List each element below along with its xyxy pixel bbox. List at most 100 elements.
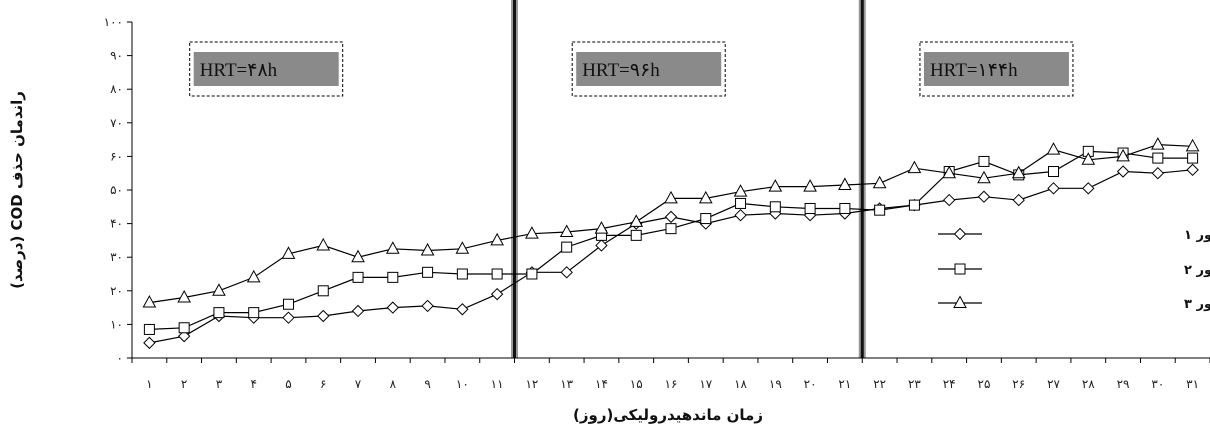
data-point: [213, 307, 225, 319]
x-tick-label: ۱۶: [665, 377, 678, 391]
data-point: [455, 241, 470, 254]
data-point: [734, 208, 747, 222]
data-point: [1151, 166, 1165, 180]
x-tick-label: ۱۰: [456, 377, 469, 391]
data-point: [352, 271, 364, 283]
legend-label: درصد کارایی راکتور ۱: [1184, 228, 1210, 243]
data-point: [526, 268, 538, 280]
x-tick-label: ۲۸: [1082, 377, 1095, 391]
hrt-label-frame: [571, 41, 726, 97]
x-tick-label: ۲۷: [1047, 377, 1060, 391]
x-tick-label: ۲۳: [908, 377, 921, 391]
data-point: [1186, 163, 1199, 177]
x-tick-label: ۷: [355, 377, 362, 391]
y-tick-label: ۱۰۰: [104, 15, 123, 29]
hrt-labels: HRT=۴۸h HRT=۹۶h HRT=۱۴۴h: [189, 41, 1074, 97]
data-point: [664, 210, 678, 224]
hrt-label-frame: [189, 41, 344, 97]
y-tick-label: ۲۰: [110, 284, 123, 298]
data-point: [1047, 182, 1060, 195]
data-point: [1116, 148, 1130, 162]
x-tick-label: ۶: [320, 377, 326, 391]
data-point: [351, 249, 365, 263]
data-point: [317, 285, 329, 297]
data-point: [1150, 137, 1165, 150]
x-tick-label: ۲۵: [978, 377, 991, 391]
data-point: [594, 221, 609, 234]
data-point: [629, 214, 644, 227]
data-point: [665, 223, 677, 235]
legend-marker: [953, 227, 967, 241]
data-point: [804, 202, 816, 214]
y-tick-label: ۱۰: [110, 317, 123, 331]
x-tick-label: ۲۱: [838, 377, 851, 391]
data-point: [874, 204, 886, 216]
x-tick-label: ۴: [250, 377, 256, 391]
data-point: [282, 311, 295, 324]
x-tick-label: ۲۲: [873, 377, 886, 391]
phase-dividers: [511, 0, 866, 358]
x-tick-label: ۱۵: [630, 377, 643, 391]
data-point: [907, 160, 922, 174]
data-point: [177, 329, 191, 343]
hrt-label-fill: [923, 52, 1069, 86]
y-tick-label: ۴۰: [110, 217, 123, 231]
y-tick-label: ۳۰: [110, 250, 123, 264]
data-point: [420, 242, 435, 256]
data-point: [978, 155, 990, 167]
x-tick-label: ۲۹: [1117, 377, 1130, 391]
data-point: [872, 175, 887, 189]
data-point: [1048, 166, 1060, 178]
hrt-label: HRT=۴۸h: [200, 60, 278, 81]
x-tick-label: ۱۲: [525, 377, 538, 391]
data-point: [385, 241, 400, 254]
data-point: [456, 303, 469, 316]
hrt-label-fill: [193, 52, 339, 86]
phase-divider: [860, 0, 864, 358]
data-point: [316, 237, 331, 251]
x-tick-label: ۱: [146, 377, 152, 391]
x-tick-label: ۱۷: [699, 377, 712, 391]
data-point: [700, 213, 712, 225]
x-tick-label: ۳: [216, 377, 223, 391]
x-tick-label: ۳۱: [1186, 377, 1199, 391]
legend: درصد کارایی راکتور ۱ درصد کارایی راکتور ۲…: [938, 227, 1210, 312]
data-point: [387, 271, 399, 283]
phase-divider: [513, 0, 517, 358]
data-point: [386, 301, 400, 314]
data-point: [422, 266, 434, 278]
data-point: [977, 190, 991, 203]
y-tick-label: ۷۰: [110, 116, 123, 130]
x-tick-label: ۱۱: [491, 377, 504, 391]
x-tick-label: ۲: [181, 377, 187, 391]
data-point: [1187, 152, 1199, 164]
data-point: [942, 165, 957, 179]
series-2: [143, 145, 1199, 335]
data-point: [1046, 142, 1061, 155]
hrt-label: HRT=۹۶h: [582, 60, 660, 81]
x-tick-label: ۲۴: [943, 377, 956, 391]
y-axis-title: راندمان حذف COD (درصد): [8, 91, 26, 289]
data-point: [317, 309, 330, 323]
data-point: [143, 323, 155, 335]
x-tick-label: ۳۰: [1151, 377, 1164, 391]
data-point: [456, 268, 468, 280]
data-point: [1152, 152, 1164, 164]
data-point: [560, 266, 573, 279]
x-tick-label: ۲۶: [1012, 377, 1025, 391]
x-axis-title: زمان ماندهیدرولیکی(روز): [573, 406, 763, 424]
data-point: [143, 336, 156, 350]
hrt-label-frame: [919, 41, 1074, 97]
data-point: [491, 268, 503, 280]
data-point: [698, 190, 713, 204]
x-tick-label: ۱۸: [734, 377, 747, 391]
x-tick-label: ۱۹: [769, 377, 782, 391]
data-point: [768, 179, 783, 192]
data-point: [351, 304, 365, 318]
data-point: [803, 179, 817, 192]
data-point: [421, 299, 434, 313]
x-tick-label: ۱۴: [595, 377, 608, 391]
data-point: [246, 269, 261, 283]
x-tick-label: ۸: [390, 377, 397, 391]
